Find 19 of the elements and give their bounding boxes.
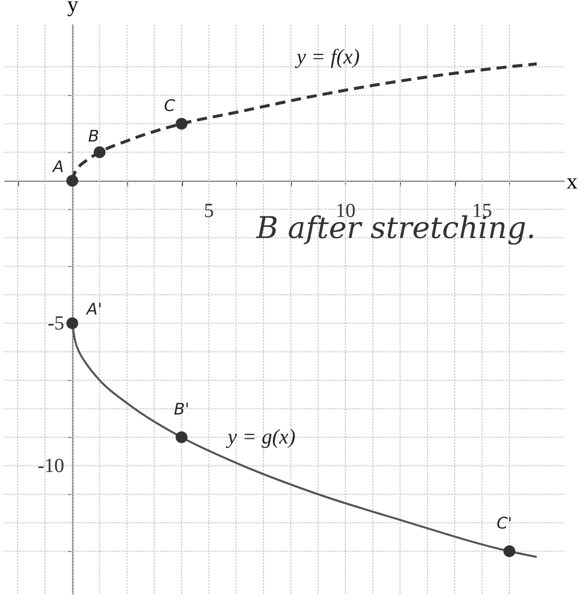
series-label: y = f(x) [294, 44, 360, 68]
point [176, 431, 188, 444]
point [503, 545, 516, 558]
y-tick-label: -10 [38, 454, 64, 477]
annotation: B' [174, 399, 190, 418]
annotation: C [164, 96, 176, 115]
point [66, 317, 78, 330]
annotation: A [52, 156, 64, 176]
x-axis-title: x [566, 168, 578, 194]
y-tick-label: -5 [48, 312, 64, 334]
point [66, 174, 78, 187]
point [94, 146, 106, 158]
annotation: C' [496, 513, 512, 532]
y-axis-title: y [67, 0, 78, 16]
series-label: y = g(x) [226, 424, 296, 448]
annotation: A' [86, 299, 102, 318]
point [176, 118, 188, 130]
annotation: B [88, 126, 100, 146]
x-tick-label: 5 [204, 200, 214, 222]
